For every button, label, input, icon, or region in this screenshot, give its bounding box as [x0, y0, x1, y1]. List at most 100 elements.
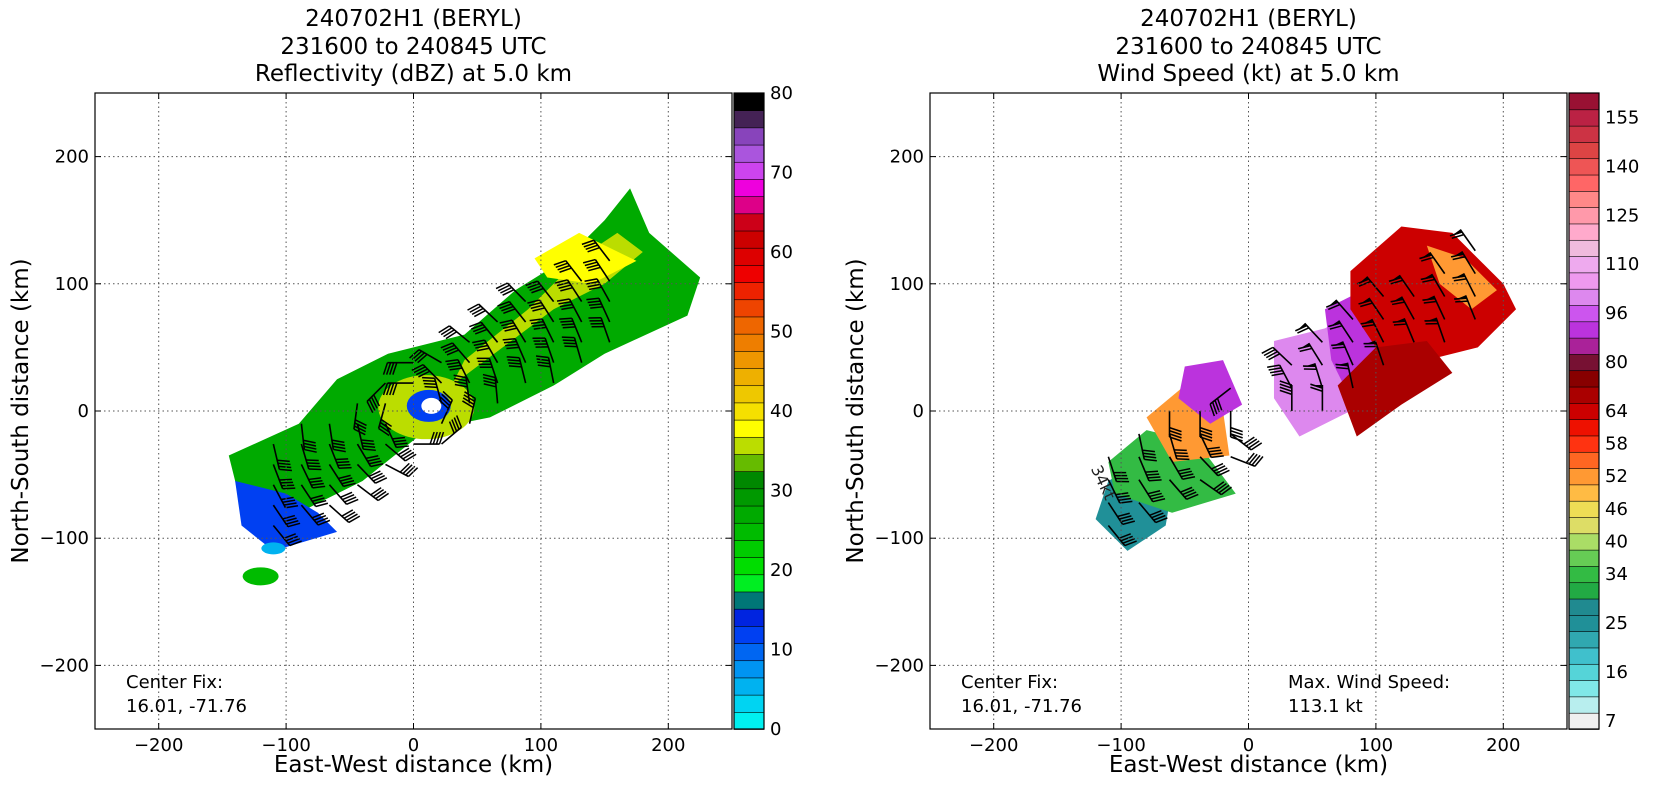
- colorbar-segment: [1568, 614, 1600, 632]
- barb-feather: [1390, 279, 1404, 285]
- barb-feather: [445, 331, 458, 340]
- barb-feather: [1388, 276, 1402, 282]
- barb-feather: [589, 286, 602, 291]
- barb-feather: [1422, 278, 1435, 283]
- barb-feather: [499, 319, 513, 324]
- wind-barb: [553, 259, 583, 282]
- barb-feather: [472, 339, 485, 344]
- x-tick-label: 200: [1486, 735, 1520, 756]
- barb-feather: [317, 519, 331, 526]
- barb-feather: [283, 533, 296, 540]
- colorbar-tick-label: 20: [770, 560, 793, 581]
- eye-center: [421, 397, 442, 414]
- barb-staff: [488, 358, 499, 384]
- colorbar-tick-label: 7: [1605, 711, 1616, 732]
- wind-barb: [356, 484, 390, 502]
- barb-feather: [1119, 500, 1133, 504]
- barb-staff: [1464, 295, 1477, 320]
- barb-feather: [1452, 255, 1466, 261]
- wind-barb: [1294, 322, 1323, 343]
- barb-staff: [539, 299, 555, 323]
- barb-feather: [1116, 494, 1130, 499]
- barb-feather: [563, 342, 577, 345]
- colorbar-segment: [733, 522, 765, 541]
- barb-feather: [441, 393, 452, 404]
- colorbar-segment: [1568, 598, 1600, 616]
- barb-feather: [341, 509, 354, 517]
- barb-feather: [1180, 473, 1194, 478]
- barb-feather: [581, 239, 595, 246]
- barb-feather: [354, 422, 367, 430]
- wind-barb: [1230, 452, 1264, 467]
- barb-staff: [1366, 276, 1385, 298]
- barb-feather: [1360, 302, 1373, 308]
- barb-staff: [1107, 456, 1118, 482]
- barb-feather: [1327, 303, 1341, 311]
- barb-feather: [1297, 345, 1311, 350]
- barb-feather: [444, 347, 457, 354]
- barb-feather: [1393, 323, 1407, 326]
- barb-feather: [370, 396, 378, 409]
- barb-feather: [312, 497, 325, 502]
- barb-feather: [448, 421, 455, 434]
- barb-staff: [594, 259, 611, 282]
- barb-feather: [464, 391, 476, 400]
- colorbar-segment: [733, 556, 765, 576]
- barb-feather: [585, 244, 598, 251]
- y-tick-label: −200: [875, 655, 924, 676]
- wind-barb: [469, 321, 499, 343]
- colorbar-segment: [733, 625, 765, 644]
- barb-staff: [1107, 524, 1126, 547]
- reflectivity-title: 240702H1 (BERYL) 231600 to 240845 UTC Re…: [95, 6, 732, 89]
- colorbar-segment: [1568, 337, 1600, 355]
- barb-staff: [441, 426, 462, 445]
- barb-feather: [473, 342, 487, 347]
- barb-feather: [400, 449, 412, 458]
- barb-feather: [1143, 455, 1157, 459]
- colorbar: 7 16 25 34 40 46 52 58 64 80 96 110 125 140 155: [1568, 92, 1639, 732]
- barb-feather: [529, 285, 542, 291]
- barb-staff: [1403, 317, 1415, 343]
- barb-staff: [1209, 387, 1232, 405]
- barb-feather: [304, 448, 317, 453]
- barb-staff: [1138, 456, 1150, 482]
- barb-feather: [332, 445, 346, 450]
- barb-feather: [1279, 383, 1293, 389]
- barb-feather: [312, 485, 326, 489]
- wind-barb: [1168, 433, 1190, 461]
- barb-feather: [439, 396, 451, 407]
- colorbar-segment: [733, 333, 765, 352]
- colorbar-segment: [1568, 679, 1600, 698]
- barb-feather: [553, 259, 567, 266]
- wind-orange-core: [1426, 245, 1497, 310]
- colorbar-segment: [733, 694, 765, 713]
- barb-feather: [1209, 403, 1216, 417]
- barb-feather: [332, 442, 345, 447]
- barb-feather: [454, 380, 468, 385]
- barb-feather: [339, 477, 353, 482]
- barb-feather: [1327, 322, 1341, 328]
- barb-feather: [378, 427, 390, 437]
- max-wind-value: 113.1 kt: [1288, 696, 1363, 717]
- barb-staff: [565, 260, 583, 282]
- barb-feather: [482, 373, 496, 379]
- wind-barb: [382, 382, 414, 396]
- barb-feather: [1449, 231, 1463, 237]
- barb-feather: [363, 448, 376, 452]
- barb-feather: [1215, 482, 1227, 492]
- barb-feather: [1310, 383, 1323, 389]
- echo-high-band: [534, 232, 637, 284]
- barb-feather: [375, 477, 388, 484]
- barb-feather: [331, 439, 345, 444]
- wind-barb: [502, 338, 527, 363]
- colorbar-segment: [1568, 663, 1600, 681]
- barb-feather: [1169, 426, 1182, 433]
- barb-feather: [1147, 490, 1161, 495]
- title-line-1: 240702H1 (BERYL): [1140, 6, 1357, 32]
- barb-feather: [1358, 280, 1372, 287]
- wind-barb: [584, 278, 611, 302]
- wind-barb: [272, 524, 302, 547]
- barb-staff: [385, 463, 409, 478]
- barb-staff: [571, 317, 583, 343]
- x-tick-label: 0: [408, 735, 419, 756]
